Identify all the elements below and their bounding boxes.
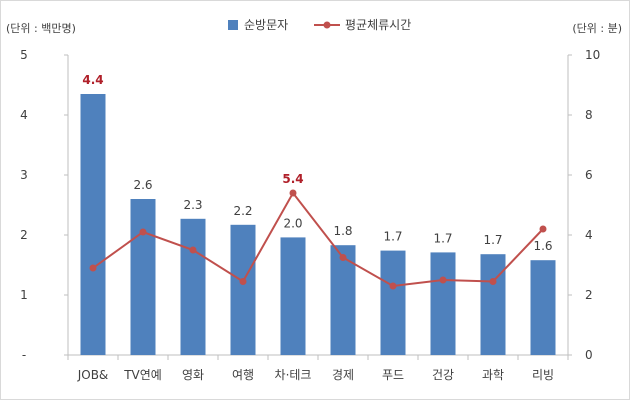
category-label: 리빙 — [532, 368, 554, 382]
line-point-6 — [389, 282, 397, 290]
bar-value-label: 1.7 — [483, 233, 502, 247]
category-label: 과학 — [482, 368, 504, 382]
bar-7 — [430, 252, 456, 355]
bar-value-label: 1.8 — [333, 224, 352, 238]
bar-value-label: 2.2 — [233, 204, 252, 218]
bar-value-label: 4.4 — [82, 73, 103, 87]
line-point-4 — [289, 189, 297, 197]
left-axis-unit-label: (단위 : 백만명) — [6, 22, 76, 35]
category-label: JOB& — [77, 368, 109, 382]
legend-line-label: 평균체류시간 — [345, 18, 411, 32]
category-label: 영화 — [182, 368, 204, 382]
left-tick-label: 2 — [20, 228, 28, 242]
line-point-7 — [439, 276, 447, 284]
left-tick-label: 4 — [20, 108, 28, 122]
right-tick-label: 4 — [585, 228, 593, 242]
line-point-3 — [239, 278, 247, 285]
line-point-1 — [139, 228, 147, 236]
bar-value-label: 1.7 — [433, 231, 452, 245]
bar-2 — [180, 218, 206, 355]
bar-8 — [480, 254, 506, 355]
line-point-0 — [89, 264, 97, 272]
bar-value-label: 2.0 — [283, 216, 302, 230]
line-point-2 — [189, 246, 197, 254]
line-point-5 — [339, 254, 347, 261]
line-value-label: 5.4 — [282, 172, 303, 186]
category-label: 건강 — [432, 368, 454, 382]
left-tick-label: 3 — [20, 168, 28, 182]
bar-6 — [380, 250, 406, 355]
left-tick-label: 5 — [20, 48, 28, 62]
left-tick-label: - — [22, 348, 26, 362]
right-tick-label: 0 — [585, 348, 593, 362]
bar-9 — [530, 260, 556, 355]
bar-value-label: 2.6 — [133, 178, 152, 192]
right-tick-label: 2 — [585, 288, 593, 302]
category-label: 차·테크 — [275, 368, 312, 382]
category-label: 경제 — [332, 368, 354, 382]
bar-4 — [280, 237, 306, 355]
line-point-8 — [489, 278, 497, 285]
legend-bar-label: 순방문자 — [244, 18, 288, 32]
right-tick-label: 10 — [585, 48, 600, 62]
right-tick-label: 8 — [585, 108, 593, 122]
category-label: 여행 — [232, 367, 254, 382]
right-tick-label: 6 — [585, 168, 593, 182]
bar-0 — [80, 94, 106, 355]
bar-5 — [330, 245, 356, 355]
category-label: 푸드 — [382, 368, 404, 382]
legend-line-marker — [323, 21, 331, 29]
left-tick-label: 1 — [20, 288, 28, 302]
legend-bar-swatch — [228, 20, 238, 30]
bar-value-label: 1.6 — [533, 239, 552, 253]
line-point-9 — [539, 225, 547, 233]
category-label: TV연예 — [123, 368, 162, 382]
line-series-path — [92, 191, 544, 288]
bar-1 — [130, 199, 156, 355]
right-axis-unit-label: (단위 : 분) — [572, 22, 622, 35]
bar-3 — [230, 224, 256, 355]
bar-value-label: 2.3 — [183, 198, 202, 212]
bar-value-label: 1.7 — [383, 230, 402, 244]
